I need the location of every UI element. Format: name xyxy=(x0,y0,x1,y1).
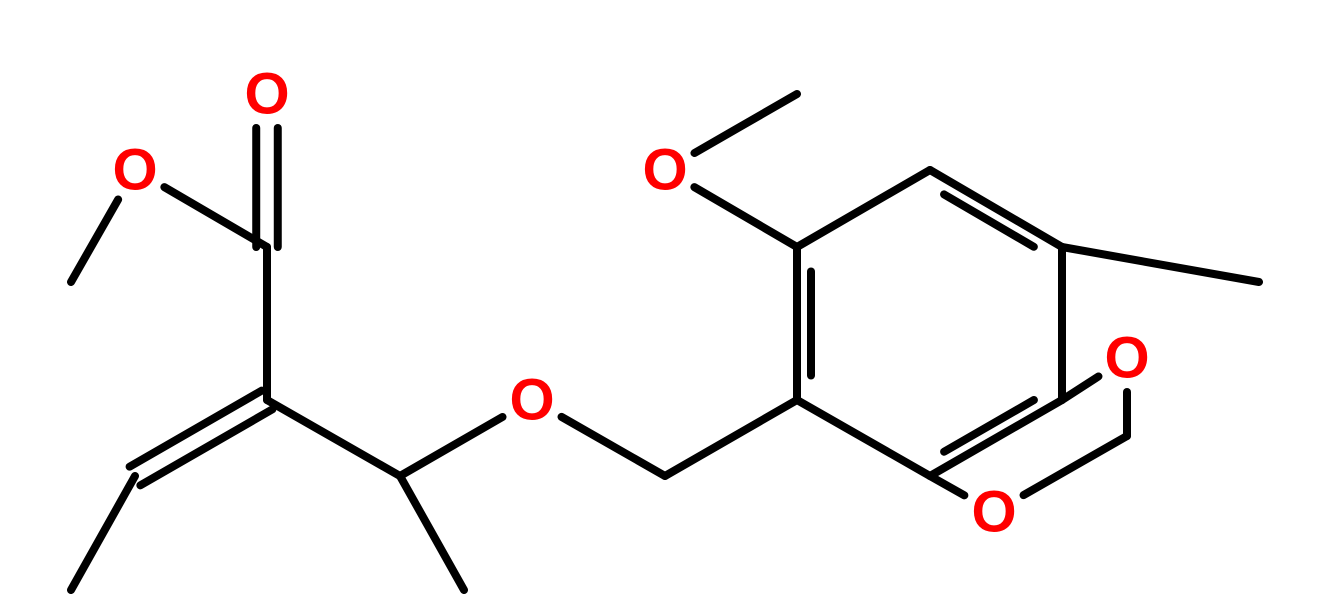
bond-c12-c13 xyxy=(797,170,930,247)
bond-c6-o3 xyxy=(400,417,503,476)
bond-c6-c7 xyxy=(400,476,464,590)
bond-c3-c6 xyxy=(267,400,400,476)
atom-label-o6: O xyxy=(1104,326,1149,391)
bond-o3-c8 xyxy=(562,417,665,476)
bond-c15-c16-aromatic xyxy=(930,400,1062,476)
bond-c13-c14-aromatic xyxy=(930,170,1062,247)
bond-c1-o1 xyxy=(71,200,118,282)
bond-c16-o5 xyxy=(930,476,964,495)
bond-o6-c15 xyxy=(1062,376,1098,400)
bond-o4-c12 xyxy=(694,187,797,247)
bond-o1-c2 xyxy=(164,187,267,247)
bond-o4-c10 xyxy=(694,94,797,153)
bond-c14-c18 xyxy=(1062,247,1259,282)
bond-c4-c5 xyxy=(71,476,135,590)
bond-c8-c11 xyxy=(665,400,797,476)
molecule-diagram: O O O O O O xyxy=(0,0,1319,594)
atom-label-o2: O xyxy=(244,62,289,127)
bond-o5-c17 xyxy=(1024,436,1127,495)
atom-label-o1: O xyxy=(112,138,157,203)
bond-c16-c11 xyxy=(797,400,930,476)
atom-label-o5: O xyxy=(971,480,1016,545)
atom-label-o4: O xyxy=(642,138,687,203)
atom-label-o3: O xyxy=(509,368,554,433)
